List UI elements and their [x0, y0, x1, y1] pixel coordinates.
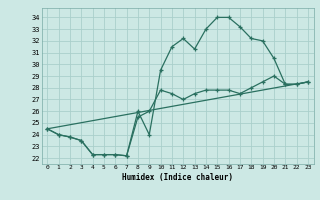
X-axis label: Humidex (Indice chaleur): Humidex (Indice chaleur): [122, 173, 233, 182]
